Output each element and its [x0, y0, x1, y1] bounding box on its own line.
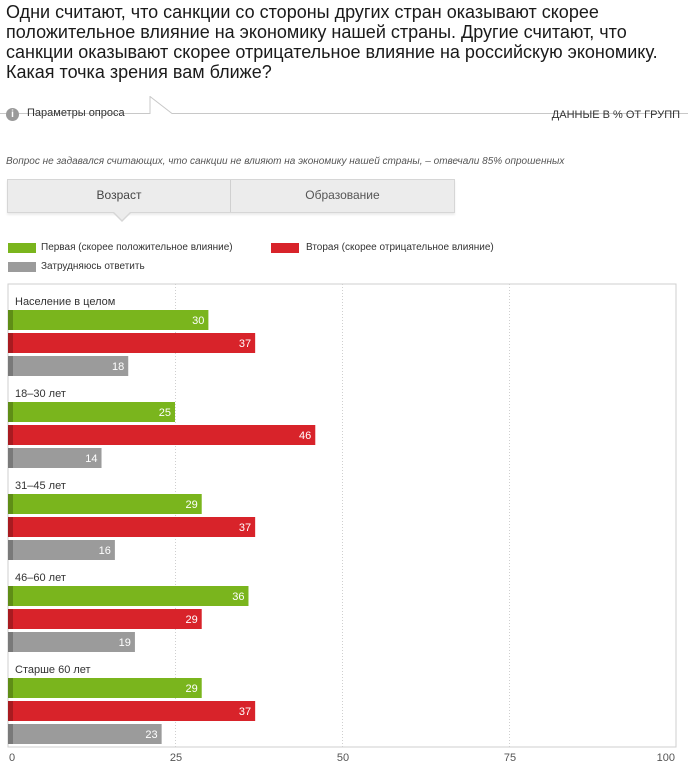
survey-note: Вопрос не задавался считающих, что санкц… — [6, 156, 565, 167]
bar-value-label: 36 — [232, 591, 244, 603]
bar-value-label: 37 — [239, 522, 251, 534]
legend-label-first: Первая (скорее положительное влияние) — [41, 242, 233, 253]
legend-swatch-red — [271, 243, 299, 253]
bar-edge — [8, 517, 13, 537]
bar-edge — [8, 448, 13, 468]
bar — [8, 701, 256, 721]
bar-edge — [8, 425, 13, 445]
chart-title: Одни считают, что санкции со стороны дру… — [6, 2, 658, 82]
bar-edge — [8, 586, 13, 606]
bar-edge — [8, 494, 13, 514]
bar — [8, 356, 129, 376]
legend-label-second: Вторая (скорее отрицательное влияние) — [306, 242, 494, 253]
bar-value-label: 37 — [239, 338, 251, 350]
bar-edge — [8, 402, 13, 422]
bar-edge — [8, 609, 13, 629]
active-tab-pointer — [113, 211, 131, 220]
bar-edge — [8, 701, 13, 721]
x-tick-label: 100 — [657, 752, 675, 764]
bar-value-label: 29 — [185, 614, 197, 626]
group-tabs: Возраст Образование — [7, 179, 455, 222]
bar — [8, 632, 135, 652]
x-tick-label: 75 — [504, 752, 516, 764]
bar — [8, 586, 249, 606]
bar-value-label: 30 — [192, 315, 204, 327]
bar-value-label: 29 — [185, 683, 197, 695]
bar-edge — [8, 333, 13, 353]
category-label: Старше 60 лет — [15, 664, 91, 676]
bar — [8, 425, 316, 445]
bar-value-label: 19 — [119, 637, 131, 649]
params-divider — [0, 96, 688, 114]
x-tick-label: 50 — [337, 752, 349, 764]
category-label: 18–30 лет — [15, 388, 66, 400]
x-tick-label: 0 — [9, 752, 15, 764]
bar-value-label: 46 — [299, 430, 311, 442]
bar-value-label: 18 — [112, 361, 124, 373]
bar — [8, 609, 202, 629]
bar — [8, 540, 115, 560]
survey-params-link[interactable]: Параметры опроса — [27, 107, 125, 119]
category-label: 46–60 лет — [15, 572, 66, 584]
bar — [8, 724, 162, 744]
bar-edge — [8, 356, 13, 376]
bar-edge — [8, 632, 13, 652]
bar-edge — [8, 724, 13, 744]
bar — [8, 448, 102, 468]
data-units-label: ДАННЫЕ В % ОТ ГРУПП — [551, 109, 680, 121]
bar-edge — [8, 310, 13, 330]
legend-swatch-gray — [8, 262, 36, 272]
legend-label-undecided: Затрудняюсь ответить — [41, 261, 145, 272]
bar-edge — [8, 540, 13, 560]
x-tick-label: 25 — [170, 752, 182, 764]
bar — [8, 494, 202, 514]
bar-value-label: 37 — [239, 706, 251, 718]
bar-value-label: 14 — [85, 453, 97, 465]
info-icon[interactable]: i — [6, 108, 19, 121]
bar — [8, 333, 256, 353]
bar-edge — [8, 678, 13, 698]
category-label: 31–45 лет — [15, 480, 66, 492]
bar — [8, 310, 209, 330]
bar — [8, 402, 175, 422]
legend-swatch-green — [8, 243, 36, 253]
tab-education[interactable]: Образование — [305, 188, 380, 202]
survey-params-bar: i Параметры опроса ДАННЫЕ В % ОТ ГРУПП — [0, 96, 688, 138]
bar — [8, 517, 256, 537]
bar-value-label: 16 — [99, 545, 111, 557]
bar-value-label: 29 — [185, 499, 197, 511]
bar-value-label: 23 — [145, 729, 157, 741]
tab-age[interactable]: Возраст — [8, 180, 231, 212]
bar — [8, 678, 202, 698]
bar-value-label: 25 — [159, 407, 171, 419]
category-label: Население в целом — [15, 296, 115, 308]
